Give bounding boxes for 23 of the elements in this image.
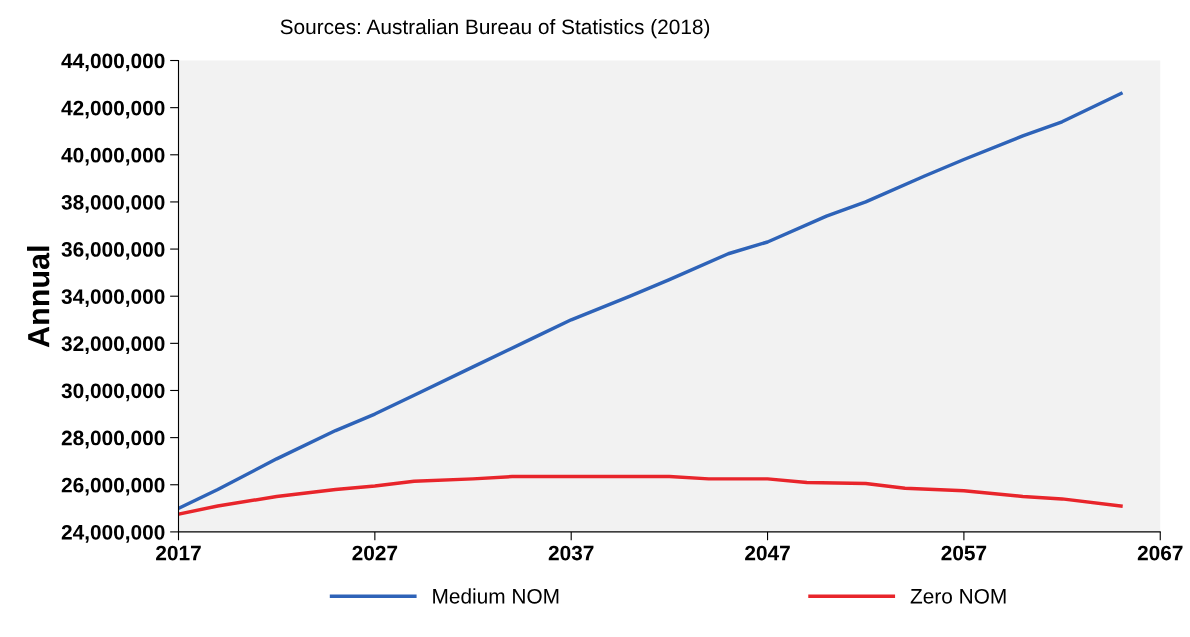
- line-series: [178, 91, 1123, 511]
- line-series: [178, 474, 1123, 516]
- y-tick-label: 36,000,000: [61, 242, 165, 260]
- y-tick-label: 32,000,000: [61, 336, 165, 355]
- x-tick-label: 2067: [1137, 545, 1183, 561]
- legend-label: Medium NOM: [433, 588, 559, 604]
- x-tick-label: 2037: [548, 545, 594, 561]
- y-axis-title: Annual: [27, 246, 50, 348]
- x-tick-label: 2017: [156, 545, 201, 561]
- x-tick-label: 2057: [941, 545, 987, 561]
- y-tick-label: 40,000,000: [61, 147, 165, 166]
- source-note: Sources: Australian Bureau of Statistics (2018): [280, 18, 710, 39]
- y-tick-label: 38,000,000: [61, 194, 165, 213]
- legend-label: Zero NOM: [910, 588, 1006, 604]
- y-tick-label: 26,000,000: [61, 477, 165, 496]
- y-tick-label: 30,000,000: [61, 383, 165, 402]
- y-tick-label: 44,000,000: [61, 53, 165, 72]
- y-tick-label: 28,000,000: [61, 430, 165, 449]
- y-tick-label: 42,000,000: [61, 100, 165, 119]
- y-tick-label: 34,000,000: [61, 289, 165, 307]
- x-tick-label: 2027: [352, 545, 398, 561]
- y-tick-label: 24,000,000: [61, 524, 165, 543]
- x-tick-label: 2047: [745, 545, 790, 561]
